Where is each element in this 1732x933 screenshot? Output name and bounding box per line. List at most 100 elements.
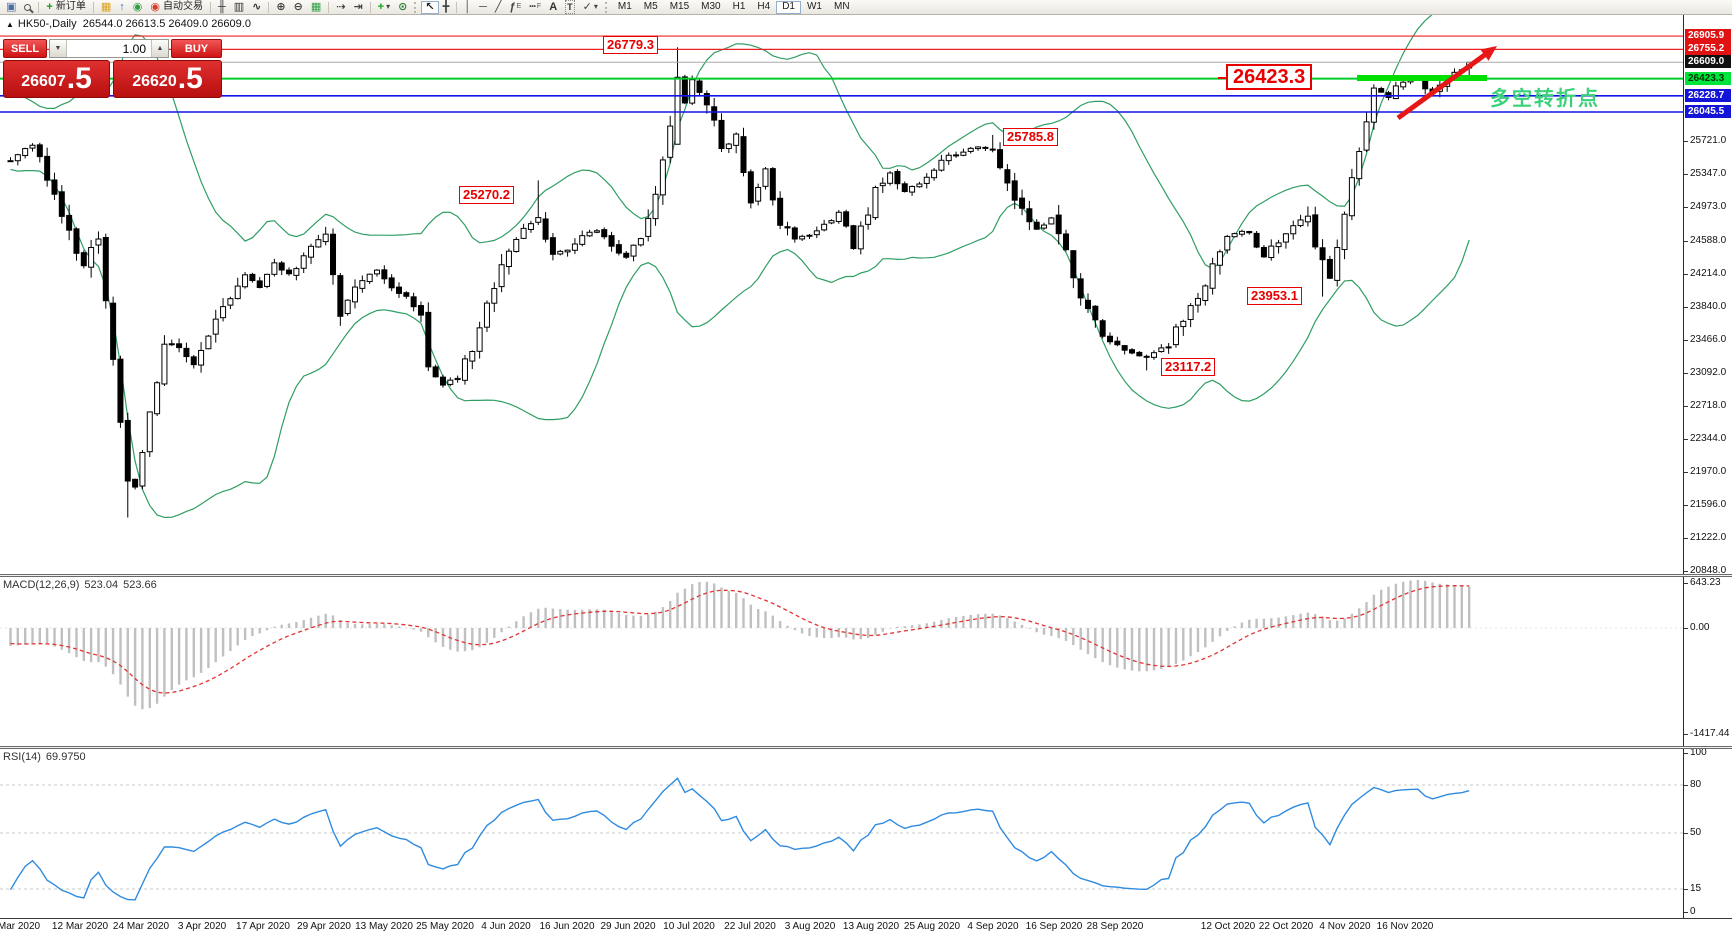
- volume-control: ▼ ▲: [49, 39, 169, 58]
- signal-icon[interactable]: ◉: [132, 1, 143, 13]
- timeframe-h4-button[interactable]: H4: [757, 1, 771, 12]
- toolbar-separator: [38, 1, 40, 13]
- autotrading-button[interactable]: ◉ 自动交易: [150, 1, 203, 13]
- timeframe-m1-button[interactable]: M1: [617, 1, 632, 12]
- macd-indicator-label: MACD(12,26,9) 523.04 523.66: [3, 579, 157, 591]
- price-tick-label: 22718.0: [1690, 399, 1727, 411]
- zoom-in-icon[interactable]: ⊕: [276, 1, 286, 13]
- price-tick-label: 21222.0: [1690, 531, 1727, 543]
- chart-window-icon[interactable]: ▣: [6, 1, 17, 13]
- date-label: 13 May 2020: [355, 921, 413, 932]
- toolbar: ▣ + 新订单 ▦ ↑ ◉ ◉ 自动交易 ╫ ▥ ∿ ⊕ ⊖ ▦ ⇢ ⇥ + ▾ ⊙ ↖ ╋ │ ─ ╱ ƒ E ┅ F A T ✓ ▾ M1 M…: [0, 0, 1732, 15]
- price-axis: 25721.0 25347.0 24973.0 24588.0 24214.0 23840…: [1684, 15, 1732, 918]
- clock-icon[interactable]: ⊙: [398, 1, 408, 13]
- label-icon[interactable]: T: [565, 0, 575, 14]
- date-label: 16 Nov 2020: [1376, 921, 1434, 932]
- date-label: 28 Sep 2020: [1086, 921, 1144, 932]
- price-tick-label: 24588.0: [1690, 234, 1727, 246]
- price-callout-25785.8[interactable]: 25785.8: [1003, 128, 1058, 146]
- buy-button[interactable]: BUY: [171, 39, 222, 58]
- candlestick-chart-icon[interactable]: ▥: [233, 1, 245, 13]
- date-label: 22 Jul 2020: [724, 921, 776, 932]
- axis-tick: [1684, 206, 1688, 208]
- axis-tick: [1684, 734, 1688, 735]
- search-icon[interactable]: [20, 1, 35, 14]
- axis-tick: [1684, 339, 1688, 341]
- chart-symbol-period: HK50-,Daily: [17, 18, 77, 30]
- text-icon[interactable]: A: [549, 1, 558, 13]
- date-label: 4 Jun 2020: [481, 921, 531, 932]
- rsi-line: [9, 777, 1470, 901]
- price-tick-label: 23840.0: [1690, 300, 1727, 312]
- zoom-out-icon[interactable]: ⊖: [293, 1, 303, 13]
- cursor-icon[interactable]: ↖: [421, 0, 439, 14]
- data-window-icon[interactable]: ↑: [119, 1, 125, 13]
- timeframe-mn-button[interactable]: MN: [833, 1, 850, 12]
- price-callout-26423.3[interactable]: 26423.3: [1217, 64, 1313, 90]
- time-axis: Mar 2020 12 Mar 2020 24 Mar 2020 3 Apr 2020…: [0, 918, 1732, 933]
- chart-shift-icon[interactable]: ⇥: [353, 1, 363, 13]
- buy-price-int: 26620: [132, 73, 177, 90]
- horizontal-line-icon[interactable]: ─: [479, 1, 487, 13]
- timeframe-d1-button[interactable]: D1: [776, 0, 801, 14]
- timeframe-m30-button[interactable]: M30: [701, 1, 721, 12]
- sell-price-display[interactable]: 26607.5: [3, 60, 110, 98]
- rsi-level-label: 80: [1690, 779, 1702, 790]
- rsi-axis-0: 0: [1690, 906, 1696, 917]
- auto-scroll-icon[interactable]: ⇢: [336, 1, 346, 13]
- macd-axis-min: -1417.44: [1690, 728, 1730, 739]
- new-order-button[interactable]: + 新订单: [46, 1, 86, 13]
- axis-tick: [1684, 140, 1688, 142]
- volume-decrease-button[interactable]: ▼: [50, 40, 67, 57]
- volume-increase-button[interactable]: ▲: [151, 40, 168, 57]
- crosshair-icon[interactable]: ╋: [442, 1, 450, 13]
- date-label: 13 Aug 2020: [842, 921, 900, 932]
- price-tick-label: 25721.0: [1690, 134, 1727, 146]
- bull-bear-turning-point-note[interactable]: 多空转折点: [1490, 88, 1600, 110]
- toolbar-separator: [268, 1, 270, 13]
- volume-input[interactable]: [67, 40, 151, 57]
- market-watch-icon[interactable]: ▦: [100, 1, 112, 13]
- axis-tick: [1684, 570, 1688, 572]
- timeframe-h1-button[interactable]: H1: [732, 1, 746, 12]
- date-label: 22 Oct 2020: [1258, 921, 1314, 932]
- tile-windows-icon[interactable]: ▦: [310, 1, 322, 13]
- toolbar-grip[interactable]: [414, 1, 418, 13]
- axis-tick: [1684, 173, 1688, 175]
- timeframe-w1-button[interactable]: W1: [806, 1, 822, 12]
- trendline-icon[interactable]: ╱: [494, 1, 502, 13]
- arrow-objects-icon[interactable]: ✓ ▾: [582, 1, 598, 13]
- macd-panel-separator[interactable]: [0, 574, 1732, 577]
- date-label: 25 Aug 2020: [903, 921, 961, 932]
- price-callout-25270.2[interactable]: 25270.2: [459, 186, 514, 204]
- axis-tick: [1684, 372, 1688, 374]
- bar-chart-icon[interactable]: ╫: [217, 1, 226, 13]
- channel-icon[interactable]: ┅ F: [529, 1, 542, 13]
- price-callout-26779.3[interactable]: 26779.3: [603, 36, 658, 54]
- vertical-line-icon[interactable]: │: [464, 1, 472, 13]
- timeframe-m15-button[interactable]: M15: [669, 1, 690, 12]
- price-tick-label: 24214.0: [1690, 267, 1727, 279]
- date-label: 4 Sep 2020: [967, 921, 1019, 932]
- bollinger-upper-band: [10, 15, 1433, 270]
- price-callout-23953.1[interactable]: 23953.1: [1247, 287, 1302, 305]
- line-chart-icon[interactable]: ∿: [252, 1, 262, 13]
- toolbar-separator: [328, 1, 330, 13]
- rsi-panel-separator[interactable]: [0, 746, 1732, 749]
- window-marker-icon: ▲: [6, 20, 14, 29]
- timeframe-m5-button[interactable]: M5: [643, 1, 658, 12]
- price-callout-23117.2[interactable]: 23117.2: [1161, 358, 1216, 376]
- axis-tick: [1684, 273, 1688, 275]
- chart-ohlc-values: 26544.0 26613.5 26409.0 26609.0: [82, 18, 251, 30]
- toolbar-separator: [369, 1, 371, 13]
- buy-price-display[interactable]: 26620.5: [113, 60, 222, 98]
- add-indicator-icon[interactable]: + ▾: [377, 1, 391, 13]
- toolbar-grip[interactable]: [604, 1, 609, 13]
- axis-tick: [1684, 785, 1688, 786]
- date-label: 12 Oct 2020: [1200, 921, 1256, 932]
- date-label: 29 Apr 2020: [297, 921, 351, 932]
- sell-button[interactable]: SELL: [3, 39, 47, 58]
